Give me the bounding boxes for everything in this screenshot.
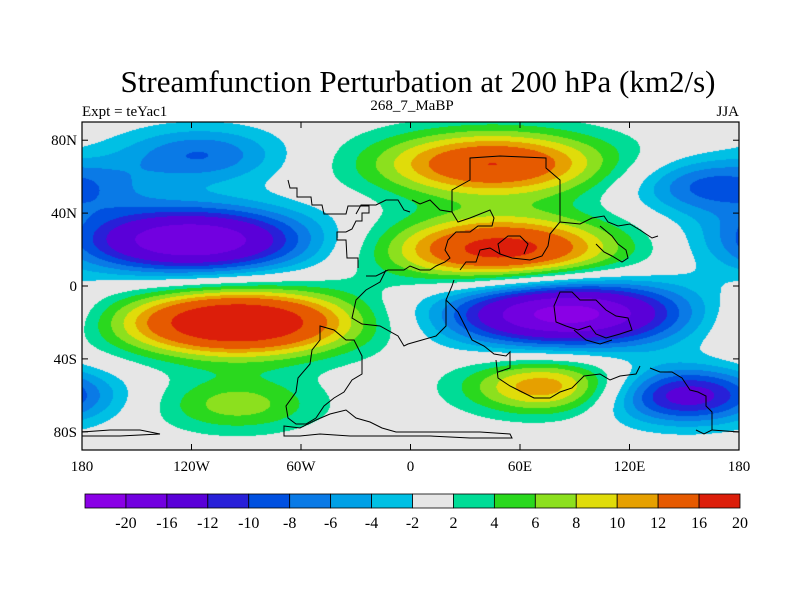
x-tick-label: 180: [728, 459, 751, 475]
x-axis: 180 120W 60W 0 60E 120E 180: [71, 122, 751, 475]
colorbar-swatch: [125, 493, 168, 509]
colorbar-swatch: [575, 493, 618, 509]
x-tick-label: 60E: [508, 459, 532, 475]
colorbar-label: 6: [531, 515, 539, 532]
x-tick-label: 0: [407, 459, 415, 475]
colorbar-label: -2: [406, 515, 419, 532]
colorbar-label: 20: [732, 515, 748, 532]
x-tick-label: 120E: [614, 459, 646, 475]
chart-title: Streamfunction Perturbation at 200 hPa (…: [121, 64, 716, 99]
colorbar-label: 2: [449, 515, 457, 532]
x-tick-label: 180: [71, 459, 94, 475]
colorbar-label: 4: [490, 515, 498, 532]
colorbar-label: 12: [650, 515, 666, 532]
colorbar-label: -8: [283, 515, 296, 532]
colorbar-label: -10: [238, 515, 259, 532]
colorbar-swatch: [166, 493, 209, 509]
colorbar-label: -16: [156, 515, 177, 532]
colorbar: -20 -16 -12 -10 -8 -6 -4 -2 2 4 6 8 10 12 16 20: [84, 493, 748, 532]
coastlines: [81, 155, 740, 439]
colorbar-swatch: [248, 493, 291, 509]
x-tick-label: 60W: [286, 459, 316, 475]
colorbar-swatch: [207, 493, 250, 509]
colorbar-swatch: [371, 493, 413, 509]
y-tick-label: 40S: [54, 352, 77, 368]
colorbar-swatch: [330, 493, 372, 509]
colorbar-label: 8: [572, 515, 580, 532]
y-axis: 80N 40N 0 40S 80S: [51, 133, 739, 441]
colorbar-swatch: [453, 493, 495, 509]
y-tick-label: 40N: [51, 206, 77, 222]
colorbar-swatch: [657, 493, 700, 509]
colorbar-label: 10: [609, 515, 625, 532]
colorbar-swatch: [493, 493, 536, 509]
colorbar-swatch: [412, 493, 454, 509]
colorbar-swatch: [534, 493, 577, 509]
left-subtitle: Expt = teYac1: [82, 104, 167, 120]
colorbar-label: -4: [365, 515, 378, 532]
colorbar-swatch: [289, 493, 332, 509]
colorbar-label: 16: [691, 515, 707, 532]
right-subtitle: JJA: [716, 104, 739, 120]
colorbar-label: -12: [197, 515, 218, 532]
center-subtitle: 268_7_MaBP: [370, 98, 453, 114]
y-tick-label: 0: [70, 279, 78, 295]
y-tick-label: 80S: [54, 425, 77, 441]
colorbar-label: -6: [324, 515, 337, 532]
colorbar-swatch: [84, 493, 127, 509]
colorbar-swatch: [616, 493, 659, 509]
contour-field: [82, 122, 739, 450]
colorbar-label: -20: [115, 515, 136, 532]
y-tick-label: 80N: [51, 133, 77, 149]
x-tick-label: 120W: [173, 459, 211, 475]
colorbar-swatch: [698, 493, 741, 509]
plot-area: [81, 121, 740, 451]
